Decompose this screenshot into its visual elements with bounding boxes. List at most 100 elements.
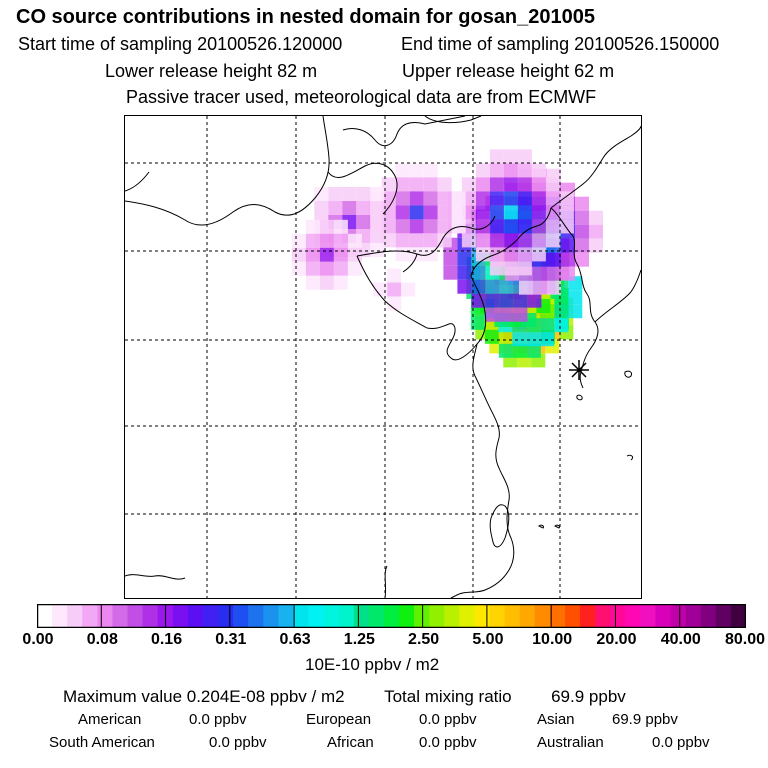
plume-cell: [291, 261, 306, 276]
plume-cell: [319, 247, 334, 262]
plume-cell: [409, 219, 424, 234]
colorbar-swatch: [67, 604, 83, 628]
plume-cell: [489, 191, 504, 206]
plume-cell: [561, 266, 575, 281]
plume-cell: [531, 163, 546, 178]
plume-cell: [437, 205, 452, 220]
plume-cell: [381, 219, 396, 234]
colorbar-swatch: [112, 604, 129, 628]
colorbar-tick-label: 0.00: [22, 631, 54, 648]
colorbar-swatch: [338, 604, 355, 628]
plume-cell: [533, 266, 547, 281]
plume-cell: [347, 261, 362, 276]
australian-value: 0.0 ppbv: [652, 734, 710, 751]
plume-cell: [475, 177, 490, 192]
plume-cell: [545, 219, 560, 234]
plume-cell: [409, 191, 424, 206]
plume-cell: [540, 332, 555, 347]
plume-cell: [347, 233, 362, 248]
plume-cell: [575, 238, 589, 253]
chart-title: CO source contributions in nested domain…: [16, 6, 596, 28]
plume-cell: [513, 293, 528, 308]
plume-cell: [319, 219, 334, 234]
australian-label: Australian: [537, 734, 604, 751]
plume-cell: [503, 163, 518, 178]
plume-cell: [526, 332, 541, 347]
plume-cell: [314, 201, 329, 215]
colorbar-swatch: [580, 604, 596, 628]
plume-cell: [531, 177, 546, 192]
plume-cell: [531, 205, 546, 220]
plume-cell: [489, 219, 504, 234]
plume-cell: [575, 252, 589, 267]
plume-cell: [517, 247, 532, 262]
colorbar-tick-label: 0.08: [86, 631, 118, 648]
colorbar-frame: [37, 604, 746, 628]
european-value: 0.0 ppbv: [419, 711, 477, 728]
colorbar-swatch: [730, 604, 746, 628]
colorbar-swatch: [429, 604, 445, 628]
plume-cell: [517, 233, 532, 248]
plume-cell: [457, 279, 472, 294]
start-time-label: Start time of sampling 20100526.120000: [18, 34, 343, 54]
plume-cell: [443, 265, 458, 280]
plume-cell: [409, 233, 424, 248]
plume-cell: [395, 247, 410, 262]
plume-cell: [437, 191, 452, 206]
colorbar-swatch: [534, 604, 551, 628]
plume-cell: [531, 191, 546, 206]
colorbar-swatch: [172, 604, 189, 628]
receptor-marker-icon: [569, 360, 589, 380]
colorbar-swatch: [625, 604, 642, 628]
colorbar-tick-label: 80.00: [724, 631, 766, 648]
total-mixing-label: Total mixing ratio: [384, 687, 512, 706]
plume-cell: [347, 247, 362, 262]
plume-cell: [409, 205, 424, 220]
plume-cell: [503, 219, 518, 234]
plume-cell: [471, 293, 486, 308]
plume-cell: [387, 282, 402, 297]
plume-cell: [305, 233, 320, 248]
plume-cell: [489, 233, 504, 248]
plume-cell: [381, 177, 396, 192]
colorbar-tick-label: 0.31: [215, 631, 247, 648]
plume-cell: [437, 233, 452, 248]
plume-cell: [305, 219, 320, 234]
south-american-label: South American: [49, 734, 155, 751]
plume-cell: [319, 275, 334, 290]
plume-cell: [531, 233, 546, 248]
plume-cell: [517, 205, 532, 220]
colorbar-tick-label: 10.00: [532, 631, 573, 648]
lat-lon-grid: [125, 116, 641, 598]
plume-cell: [489, 247, 504, 262]
colorbar-swatch: [519, 604, 536, 628]
plume-cell: [475, 247, 490, 262]
plume-cell: [356, 215, 371, 229]
colorbar-swatch: [82, 604, 98, 628]
plume-cell: [395, 177, 410, 192]
colorbar-swatch: [97, 604, 114, 628]
plume-cell: [489, 205, 504, 220]
plume-cell: [305, 275, 320, 290]
plume-cell: [517, 177, 532, 192]
plume-cell: [319, 261, 334, 276]
plume-cell: [457, 251, 472, 266]
plume-cell: [517, 163, 532, 178]
plume-cell: [475, 163, 490, 178]
colorbar-swatch: [52, 604, 68, 628]
plume-cell: [314, 187, 329, 201]
plume-cell: [554, 304, 569, 319]
plume-cell: [395, 163, 410, 178]
plume-cell: [484, 329, 499, 344]
plume-cell: [503, 233, 518, 248]
african-value: 0.0 ppbv: [419, 734, 477, 751]
colorbar-swatch: [383, 604, 400, 628]
plume-cell: [575, 196, 589, 211]
plume-cell: [589, 210, 603, 225]
asian-value: 69.9 ppbv: [612, 711, 678, 728]
colorbar-swatch: [640, 604, 657, 628]
colorbar-swatch: [233, 604, 249, 628]
colorbar-swatch: [444, 604, 460, 628]
colorbar-swatch: [610, 604, 626, 628]
plume-cell: [423, 233, 438, 248]
